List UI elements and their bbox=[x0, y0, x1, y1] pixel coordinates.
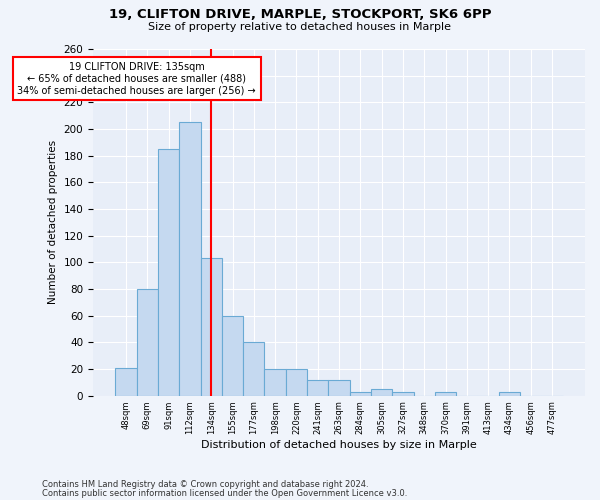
Bar bbox=[243, 342, 265, 396]
Bar bbox=[222, 316, 243, 396]
Bar bbox=[499, 392, 520, 396]
Bar bbox=[137, 289, 158, 396]
Bar bbox=[200, 258, 222, 396]
Bar bbox=[307, 380, 328, 396]
Bar bbox=[350, 392, 371, 396]
Bar bbox=[286, 369, 307, 396]
Bar bbox=[158, 149, 179, 396]
Bar bbox=[328, 380, 350, 396]
Bar bbox=[265, 369, 286, 396]
Bar bbox=[115, 368, 137, 396]
Y-axis label: Number of detached properties: Number of detached properties bbox=[48, 140, 58, 304]
Text: Contains public sector information licensed under the Open Government Licence v3: Contains public sector information licen… bbox=[42, 488, 407, 498]
Text: Contains HM Land Registry data © Crown copyright and database right 2024.: Contains HM Land Registry data © Crown c… bbox=[42, 480, 368, 489]
X-axis label: Distribution of detached houses by size in Marple: Distribution of detached houses by size … bbox=[201, 440, 477, 450]
Bar bbox=[179, 122, 200, 396]
Bar bbox=[371, 389, 392, 396]
Bar bbox=[435, 392, 456, 396]
Text: 19 CLIFTON DRIVE: 135sqm
← 65% of detached houses are smaller (488)
34% of semi-: 19 CLIFTON DRIVE: 135sqm ← 65% of detach… bbox=[17, 62, 256, 96]
Bar bbox=[392, 392, 413, 396]
Text: Size of property relative to detached houses in Marple: Size of property relative to detached ho… bbox=[149, 22, 452, 32]
Text: 19, CLIFTON DRIVE, MARPLE, STOCKPORT, SK6 6PP: 19, CLIFTON DRIVE, MARPLE, STOCKPORT, SK… bbox=[109, 8, 491, 20]
